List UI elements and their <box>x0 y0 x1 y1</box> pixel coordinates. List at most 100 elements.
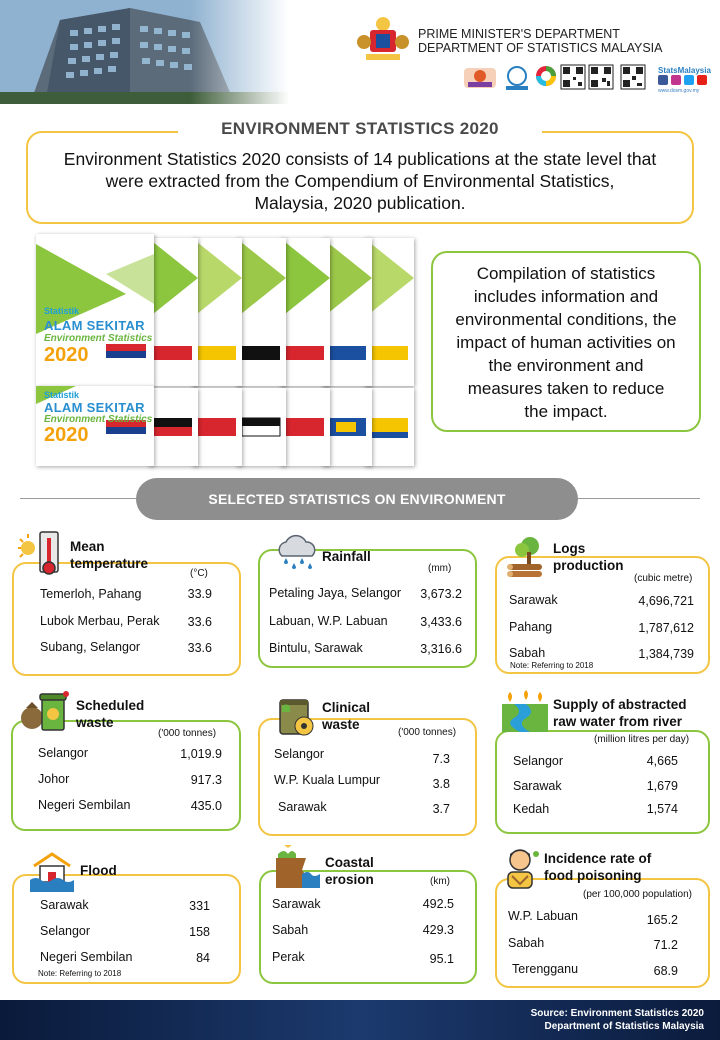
card-title: Supply of abstracted raw water from rive… <box>553 696 687 730</box>
card-title-line-1: Scheduled <box>76 698 145 713</box>
row-label: Sarawak <box>509 593 558 607</box>
partner-logos <box>462 64 714 94</box>
comp-line-4: impact of human activities on <box>456 333 676 352</box>
youtube-icon[interactable] <box>697 75 707 85</box>
row-value: 3,673.2 <box>420 587 462 601</box>
card-unit: ('000 tonnes) <box>158 728 217 739</box>
row-label: Sabah <box>508 936 545 950</box>
cover-thumb <box>236 388 286 466</box>
row-label: Kedah <box>513 802 550 816</box>
card-unit: (°C) <box>190 568 208 579</box>
card-title-line-1: Coastal <box>325 855 374 870</box>
row-label: Sabah <box>509 646 546 660</box>
card-unit: (km) <box>430 876 450 887</box>
facebook-icon[interactable] <box>658 75 668 85</box>
row-value: 95.1 <box>429 952 454 966</box>
cover-line-1: Statistik <box>44 390 80 400</box>
qr-code <box>560 64 586 90</box>
row-label: Terengganu <box>512 962 579 976</box>
dept-line-2: DEPARTMENT OF STATISTICS MALAYSIA <box>418 41 663 55</box>
row-label: Sarawak <box>272 897 321 911</box>
row-label: Sarawak <box>40 898 89 912</box>
card-title-line-2: production <box>553 558 624 573</box>
row-label: Bintulu, Sarawak <box>269 641 363 655</box>
social-title: StatsMalaysia <box>658 66 711 75</box>
row-value: 3.7 <box>432 802 450 816</box>
card-title-line-1: Logs <box>553 541 586 556</box>
cover-thumb <box>280 388 330 466</box>
malaysia-crest <box>357 17 409 60</box>
sick-person-icon <box>507 849 539 889</box>
cover-thumb <box>148 238 198 386</box>
row-label: Pahang <box>509 620 553 634</box>
section-title: SELECTED STATISTICS ON ENVIRONMENT <box>136 478 578 520</box>
row-value: 1,679 <box>646 779 678 793</box>
card-title: Logs production <box>553 540 624 574</box>
row-label: Sarawak <box>513 779 562 793</box>
row-value: 68.9 <box>653 964 678 978</box>
card-raw-water-supply <box>495 730 710 834</box>
row-label: Perak <box>272 950 305 964</box>
row-value: 158 <box>189 925 210 939</box>
row-value: 331 <box>189 899 210 913</box>
publication-covers: Statistik ALAM SEKITAR Environment Stati… <box>36 234 416 470</box>
card-title-line-1: Flood <box>80 863 117 878</box>
card-unit: (million litres per day) <box>594 734 690 745</box>
card-unit: ('000 tonnes) <box>398 727 457 738</box>
card-food-poisoning <box>495 878 710 988</box>
biohazard-barrel-icon <box>279 699 314 736</box>
sdg-wheel-logo <box>536 66 556 86</box>
row-value: 1,384,739 <box>638 647 694 661</box>
cover-thumb <box>322 238 372 386</box>
row-label: Sarawak <box>278 800 327 814</box>
cover-thumb <box>364 388 414 466</box>
row-label: Selangor <box>40 924 91 938</box>
footer-line-2: Department of Statistics Malaysia <box>544 1021 705 1032</box>
desc-line-2: were extracted from the Compendium of En… <box>105 171 615 191</box>
flood-house-icon <box>30 852 74 892</box>
row-label: Negeri Sembilan <box>40 950 133 964</box>
website-url[interactable]: www.dosm.gov.my <box>658 88 700 94</box>
card-title: Incidence rate of food poisoning <box>544 850 651 884</box>
cover-thumb <box>192 388 242 466</box>
comp-line-7: the impact. <box>524 402 608 421</box>
cover-line-3: Environment Statistics <box>44 414 153 425</box>
row-value: 71.2 <box>653 938 678 952</box>
row-value: 7.3 <box>432 752 450 766</box>
card-title-line-1: Mean <box>70 539 105 554</box>
compilation-box <box>431 251 701 432</box>
cover-thumb <box>364 238 414 386</box>
compilation-text: Compilation of statistics includes infor… <box>440 262 692 423</box>
row-value: 429.3 <box>422 923 454 937</box>
card-title-line-1: Incidence rate of <box>544 851 652 866</box>
row-value: 84 <box>196 951 210 965</box>
row-value: 1,019.9 <box>180 747 222 761</box>
rain-cloud-icon <box>278 534 316 569</box>
row-value: 33.6 <box>187 641 212 655</box>
header: PRIME MINISTER'S DEPARTMENT DEPARTMENT O… <box>0 0 720 104</box>
card-title-line-2: waste <box>76 715 114 730</box>
page-title: ENVIRONMENT STATISTICS 2020 <box>178 117 542 141</box>
front-cover-bottom: Statistik ALAM SEKITAR Environment Stati… <box>36 386 154 466</box>
row-value: 917.3 <box>190 773 222 787</box>
cover-thumb <box>236 238 286 386</box>
row-label: Subang, Selangor <box>40 640 141 654</box>
row-value: 1,574 <box>646 802 678 816</box>
instagram-icon[interactable] <box>671 75 681 85</box>
comp-line-2: includes information and <box>473 287 659 306</box>
card-title: Rainfall <box>322 548 371 565</box>
logs-tree-icon <box>507 537 542 577</box>
card-note: Note: Referring to 2018 <box>38 969 122 978</box>
card-title-line-2: waste <box>322 717 360 732</box>
waste-bin-icon <box>21 691 69 731</box>
river-icon <box>502 690 548 732</box>
row-label: Selangor <box>513 754 564 768</box>
card-title-line-2: temperature <box>70 556 149 571</box>
department-name: PRIME MINISTER'S DEPARTMENT DEPARTMENT O… <box>418 27 662 55</box>
row-value: 3.8 <box>432 777 450 791</box>
title-description: Environment Statistics 2020 consists of … <box>40 148 680 214</box>
qr-code <box>588 64 614 90</box>
cover-line-1: Statistik <box>44 306 80 316</box>
twitter-icon[interactable] <box>684 75 694 85</box>
building-photo <box>0 0 300 104</box>
